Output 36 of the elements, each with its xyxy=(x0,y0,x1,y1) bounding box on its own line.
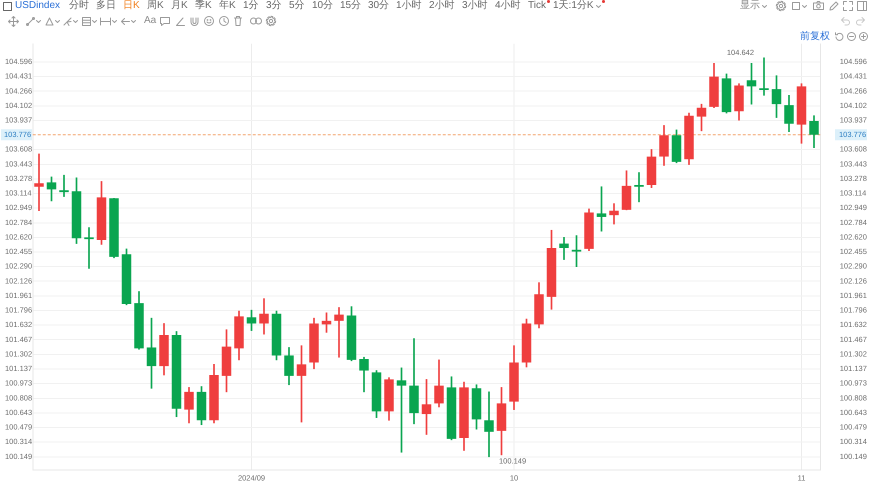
text: 1小时 xyxy=(396,0,422,12)
text: 3分 xyxy=(266,0,282,12)
candlestick xyxy=(422,379,432,435)
text: 10分 xyxy=(312,0,334,12)
candlestick xyxy=(334,307,344,358)
text: 30分 xyxy=(368,0,390,12)
candlestick xyxy=(609,203,619,224)
text: Aa xyxy=(144,15,156,27)
candlestick xyxy=(759,58,769,96)
text: 4小时 xyxy=(495,0,521,12)
candlestick xyxy=(596,186,606,232)
chart-title: USDindex xyxy=(15,0,60,12)
text: 多日 xyxy=(96,0,116,12)
text: Tick xyxy=(528,0,546,12)
text: 前复权 xyxy=(800,31,830,43)
text: 3小时 xyxy=(462,0,488,12)
text: 5分 xyxy=(289,0,305,12)
text: 1分 xyxy=(243,0,259,12)
text: 日K xyxy=(123,0,140,12)
text: 分时 xyxy=(69,0,89,12)
text: 月K xyxy=(171,0,188,12)
candlestick xyxy=(296,345,306,422)
candlestick xyxy=(484,392,494,458)
candlestick xyxy=(322,312,332,333)
text: 季K xyxy=(195,0,212,12)
text: 周K xyxy=(147,0,164,12)
text: 显示 xyxy=(740,0,760,12)
candlestick xyxy=(396,368,406,453)
candlestick xyxy=(34,154,44,212)
text: 15分 xyxy=(340,0,362,12)
candlestick xyxy=(559,237,569,260)
text: 1天:1分K xyxy=(553,0,594,12)
candlestick xyxy=(634,172,644,202)
text: 年K xyxy=(219,0,236,12)
candlestick xyxy=(746,63,756,105)
text: 2小时 xyxy=(429,0,455,12)
